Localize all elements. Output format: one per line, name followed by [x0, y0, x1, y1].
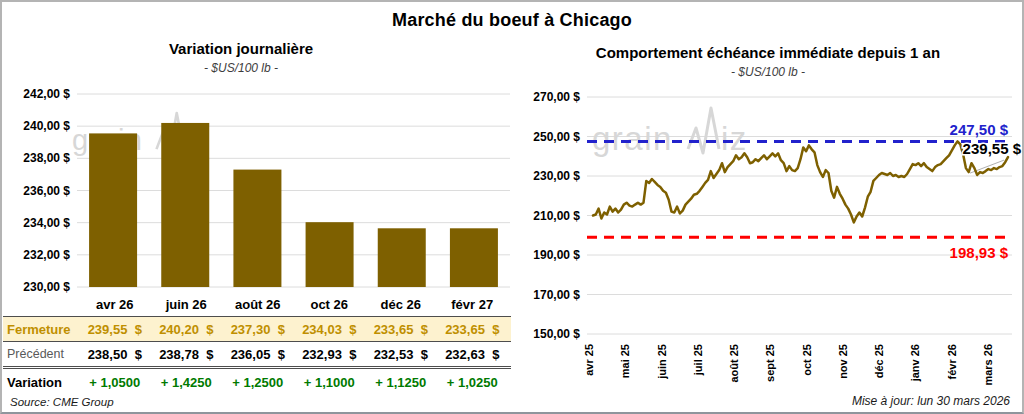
daily-variation-panel: Variation journalière - $US/100 lb - 242…	[2, 2, 514, 412]
value-cell: 240,20 $	[151, 322, 223, 337]
price-bar	[233, 170, 281, 287]
value-cell: 237,30 $	[222, 322, 294, 337]
value-cell: + 1,0250	[437, 375, 509, 390]
y-axis-tick-label: 270,00 $	[533, 90, 580, 104]
last-close-label: 239,55 $	[963, 140, 1022, 157]
y-axis-tick-label: 234,00 $	[23, 216, 70, 230]
ref-line-label-red: 198,93 $	[950, 244, 1009, 261]
value-cell: 234,03 $	[294, 322, 366, 337]
value-cell: 239,55 $	[79, 322, 151, 337]
price-bar	[450, 228, 498, 287]
month-header-cell: oct 26	[294, 297, 366, 312]
month-header-cell: déc 26	[365, 297, 437, 312]
value-cell: 238,50 $	[79, 347, 151, 362]
month-header-cell: févr 27	[437, 297, 509, 312]
y-axis-tick-label: 240,00 $	[23, 119, 70, 133]
value-cell: + 1,1250	[365, 375, 437, 390]
value-cell: 232,63 $	[437, 347, 509, 362]
table-row-close: Fermeture239,55 $240,20 $237,30 $234,03 …	[3, 316, 511, 342]
daily-variation-bar-chart: 242,00 $ 240,00 $ 238,00 $ 236,00 $ 234,00 $…	[2, 87, 514, 297]
y-axis-tick-label: 190,00 $	[533, 248, 580, 262]
x-axis-tick-label: juil 25	[692, 344, 704, 376]
y-axis-tick-label: 238,00 $	[23, 151, 70, 165]
x-axis-tick-label: oct 25	[801, 344, 813, 376]
x-axis-tick-label: déc 25	[873, 344, 885, 378]
value-cell: 236,05 $	[222, 347, 294, 362]
update-note: Mise à jour: lun 30 mars 2026	[852, 394, 1010, 408]
value-cell: + 1,2500	[222, 375, 294, 390]
month-header-cell: août 26	[222, 297, 294, 312]
y-axis-tick-label: 242,00 $	[23, 87, 70, 101]
value-cell: + 1,4250	[151, 375, 223, 390]
value-cell: 238,78 $	[151, 347, 223, 362]
value-cell: 232,93 $	[294, 347, 366, 362]
x-axis-tick-label: avr 25	[583, 344, 595, 376]
month-header-cell: avr 26	[79, 297, 151, 312]
price-table: avr 26juin 26août 26oct 26déc 26févr 27F…	[3, 293, 511, 395]
front-month-line-chart: 270,00 $ 250,00 $ 230,00 $ 210,00 $ 190,00 $…	[514, 2, 1022, 412]
value-cell: 233,65 $	[365, 322, 437, 337]
price-bar	[89, 133, 137, 287]
ref-line-label-blue: 247,50 $	[950, 121, 1009, 138]
y-axis-tick-label: 232,00 $	[23, 248, 70, 262]
table-row-previous: Précédent238,50 $238,78 $236,05 $232,93 …	[3, 342, 511, 369]
month-header-cell: juin 26	[151, 297, 223, 312]
daily-chart-title: Variation journalière	[2, 40, 480, 57]
x-axis-tick-label: mai 25	[619, 344, 631, 378]
row-label: Précédent	[3, 347, 79, 361]
watermark-zigzag-icon	[688, 108, 719, 153]
source-note: Source: CME Group	[10, 396, 114, 408]
value-cell: + 1,0500	[79, 375, 151, 390]
y-axis-tick-label: 236,00 $	[23, 184, 70, 198]
y-axis-tick-label: 250,00 $	[533, 130, 580, 144]
y-axis-tick-label: 150,00 $	[533, 327, 580, 341]
value-cell: 233,65 $	[437, 322, 509, 337]
row-label: Variation	[3, 375, 79, 390]
price-bar	[306, 222, 354, 287]
y-axis-tick-label: 230,00 $	[23, 280, 70, 294]
price-bar	[378, 228, 426, 287]
y-axis-tick-label: 210,00 $	[533, 209, 580, 223]
value-cell: 232,53 $	[365, 347, 437, 362]
x-axis-tick-label: sept 25	[764, 344, 776, 382]
x-axis-tick-label: févr 26	[946, 344, 958, 379]
row-label: Fermeture	[3, 322, 79, 337]
grainwiz-watermark: grain iz	[592, 108, 748, 157]
x-axis-tick-label: janv 26	[909, 344, 921, 382]
x-axis-tick-label: mars 26	[982, 344, 994, 386]
x-axis-tick-label: juin 25	[656, 344, 668, 380]
market-report-frame: Marché du boeuf à Chicago Variation jour…	[0, 0, 1024, 414]
front-month-panel: Comportement échéance immédiate depuis 1…	[514, 2, 1022, 412]
y-axis-tick-label: 170,00 $	[533, 288, 580, 302]
table-header-row: avr 26juin 26août 26oct 26déc 26févr 27	[3, 293, 511, 316]
watermark-text: grain	[592, 120, 673, 157]
table-row-variation: Variation+ 1,0500+ 1,4250+ 1,2500+ 1,100…	[3, 369, 511, 395]
watermark-text: iz	[721, 120, 748, 157]
value-cell: + 1,1000	[294, 375, 366, 390]
daily-chart-subtitle: - $US/100 lb -	[2, 61, 480, 75]
x-axis-tick-label: nov 25	[837, 344, 849, 379]
x-axis-tick-label: août 25	[728, 344, 740, 383]
price-bar	[161, 123, 209, 287]
y-axis-tick-label: 230,00 $	[533, 169, 580, 183]
